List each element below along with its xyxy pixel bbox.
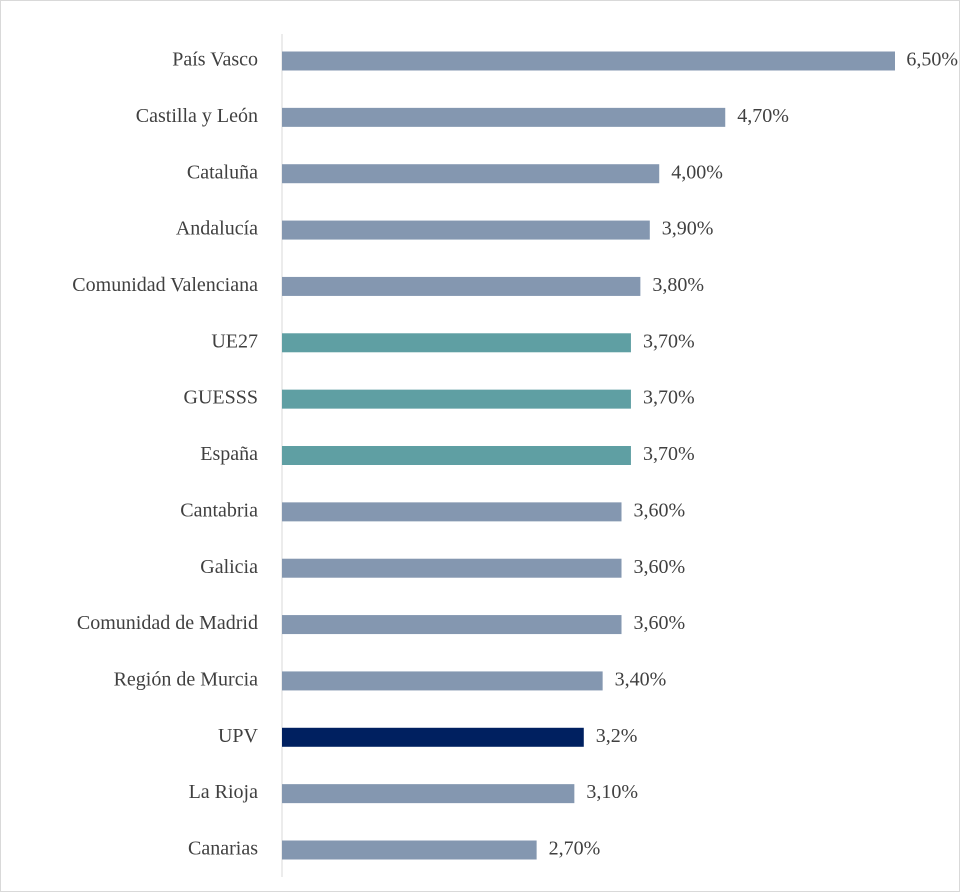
bar	[282, 502, 622, 522]
y-tick-label: La Rioja	[189, 781, 259, 803]
y-tick-label: Cantabria	[180, 499, 258, 521]
bar	[282, 671, 603, 691]
value-label: 3,90%	[662, 218, 714, 240]
value-label: 4,70%	[737, 105, 789, 127]
y-tick-label: Comunidad de Madrid	[77, 612, 258, 634]
bar	[282, 107, 726, 127]
bar	[282, 389, 631, 409]
y-tick-label: Cataluña	[187, 161, 258, 183]
y-tick-label: GUESSS	[184, 387, 258, 409]
value-label: 2,70%	[549, 838, 601, 860]
bar	[282, 558, 622, 578]
y-tick-label: Galicia	[200, 556, 258, 578]
bar	[282, 276, 641, 296]
value-label: 3,70%	[643, 330, 695, 352]
y-tick-label: Castilla y León	[136, 105, 258, 127]
bar	[282, 727, 584, 747]
y-tick-label: Andalucía	[176, 218, 258, 240]
y-tick-label: Región de Murcia	[114, 669, 259, 691]
bar	[282, 333, 631, 353]
value-label: 3,10%	[586, 781, 638, 803]
value-label: 3,2%	[596, 725, 638, 747]
y-tick-label: UE27	[211, 330, 258, 352]
value-label: 4,00%	[671, 161, 723, 183]
bar	[282, 784, 575, 804]
value-label: 3,60%	[634, 556, 686, 578]
bar	[282, 615, 622, 635]
y-tick-label: Comunidad Valenciana	[72, 274, 258, 296]
y-tick-label: España	[200, 443, 258, 465]
bar	[282, 51, 895, 71]
bar	[282, 164, 660, 184]
value-label: 3,40%	[615, 669, 667, 691]
bar	[282, 446, 631, 465]
value-label: 3,60%	[634, 612, 686, 634]
value-label: 3,70%	[643, 387, 695, 409]
y-tick-label: UPV	[218, 725, 259, 747]
y-tick-label: País Vasco	[172, 49, 258, 71]
value-label: 3,60%	[634, 499, 686, 521]
bar	[282, 220, 650, 240]
value-label: 3,70%	[643, 443, 695, 465]
value-label: 6,50%	[906, 49, 958, 71]
bar	[282, 840, 537, 860]
value-label: 3,80%	[652, 274, 704, 296]
y-tick-label: Canarias	[188, 838, 258, 860]
